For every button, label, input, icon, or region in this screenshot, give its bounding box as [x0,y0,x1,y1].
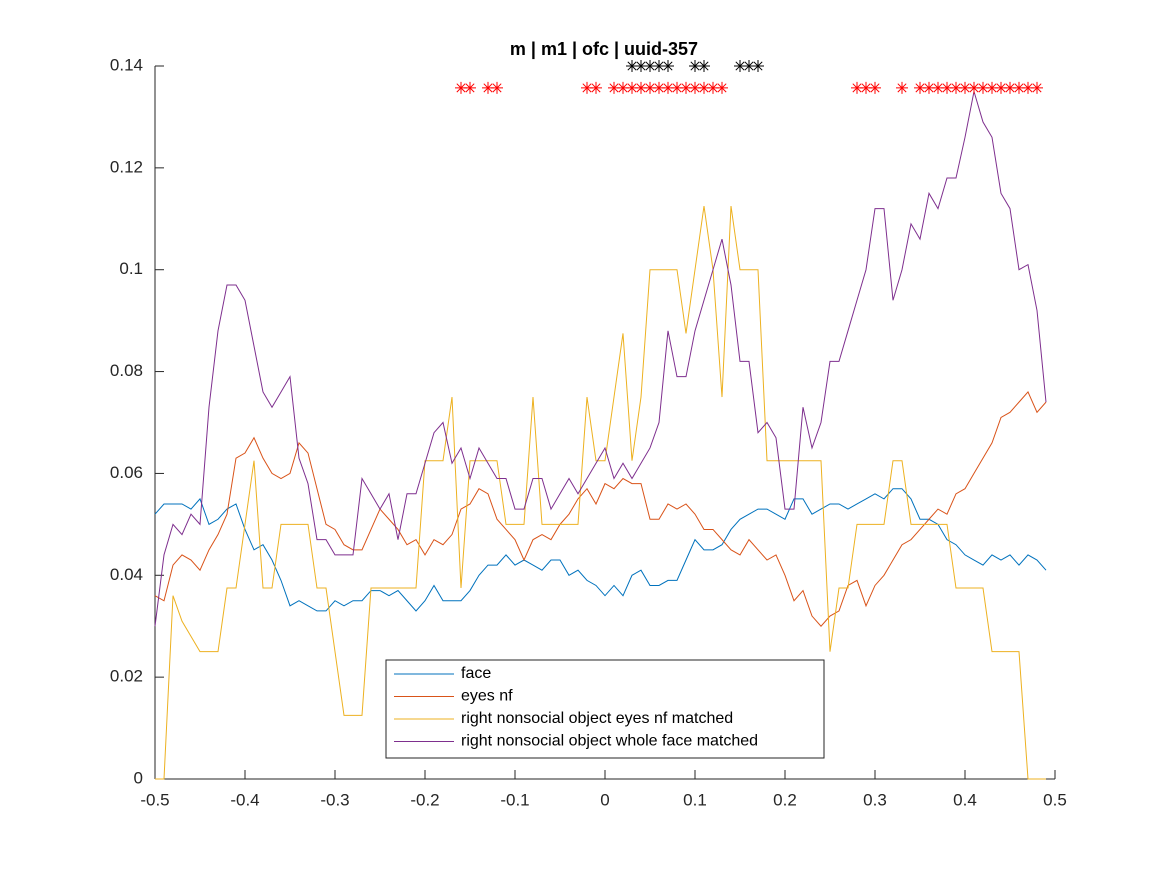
significance-marker [860,81,872,94]
significance-marker [644,81,656,94]
x-tick-label: -0.4 [230,790,259,809]
y-tick-label: 0.02 [110,667,143,686]
significance-marker [671,81,683,94]
y-tick-label: 0.08 [110,361,143,380]
significance-marker [923,81,935,94]
significance-marker [995,81,1007,94]
series-line [154,391,1047,627]
significance-marker [698,60,710,72]
significance-marker [959,81,971,94]
significance-marker [707,81,719,94]
significance-marker [662,60,674,72]
significance-marker [734,60,746,72]
significance-marker [482,81,494,94]
significance-marker [635,60,647,72]
significance-marker [581,81,593,94]
x-tick-label: -0.3 [320,790,349,809]
significance-marker [617,81,629,94]
significance-marker [689,81,701,94]
significance-marker [986,81,998,94]
significance-marker [680,81,692,94]
significance-marker [1031,81,1043,94]
significance-marker [491,81,503,94]
significance-marker [464,81,476,94]
x-tick-label: -0.5 [140,790,169,809]
legend-box [385,659,825,759]
significance-marker [851,81,863,94]
significance-marker [950,81,962,94]
significance-marker [644,60,656,72]
legend-label: eyes nf [461,688,513,705]
significance-marker [653,60,665,72]
x-tick-label: -0.2 [410,790,439,809]
significance-marker [716,81,728,94]
significance-marker [1004,81,1016,94]
x-tick-label: 0.4 [953,790,977,809]
series-line [154,488,1047,612]
significance-marker [896,81,908,94]
significance-marker [590,81,602,94]
x-tick-label: 0.1 [683,790,707,809]
significance-marker [662,81,674,94]
y-tick-label: 0.1 [119,259,143,278]
series-line [154,91,1047,627]
significance-marker [455,81,467,94]
legend-label: face [461,665,491,682]
significance-marker [653,81,665,94]
x-tick-label: 0.2 [773,790,797,809]
x-tick-label: 0.3 [863,790,887,809]
significance-marker [752,60,764,72]
significance-marker [968,81,980,94]
significance-marker [698,81,710,94]
significance-marker [608,81,620,94]
significance-marker [743,60,755,72]
x-tick-label: -0.1 [500,790,529,809]
significance-marker [869,81,881,94]
significance-marker [941,81,953,94]
y-tick-label: 0.12 [110,157,143,176]
y-tick-label: 0 [134,768,143,787]
significance-marker [914,81,926,94]
x-tick-label: 0.5 [1043,790,1067,809]
chart-title: m | m1 | ofc | uuid-357 [510,39,698,59]
x-tick-label: 0 [600,790,609,809]
significance-marker [1013,81,1025,94]
significance-marker [1022,81,1034,94]
significance-marker [977,81,989,94]
significance-marker [626,81,638,94]
legend-label: right nonsocial object eyes nf matched [461,710,733,727]
significance-marker [932,81,944,94]
significance-marker [689,60,701,72]
significance-marker [635,81,647,94]
series-line [155,205,1046,780]
y-tick-label: 0.06 [110,463,143,482]
y-tick-label: 0.14 [110,55,143,74]
significance-marker [626,60,638,72]
legend-label: right nonsocial object whole face matche… [461,733,758,750]
y-tick-label: 0.04 [110,565,143,584]
